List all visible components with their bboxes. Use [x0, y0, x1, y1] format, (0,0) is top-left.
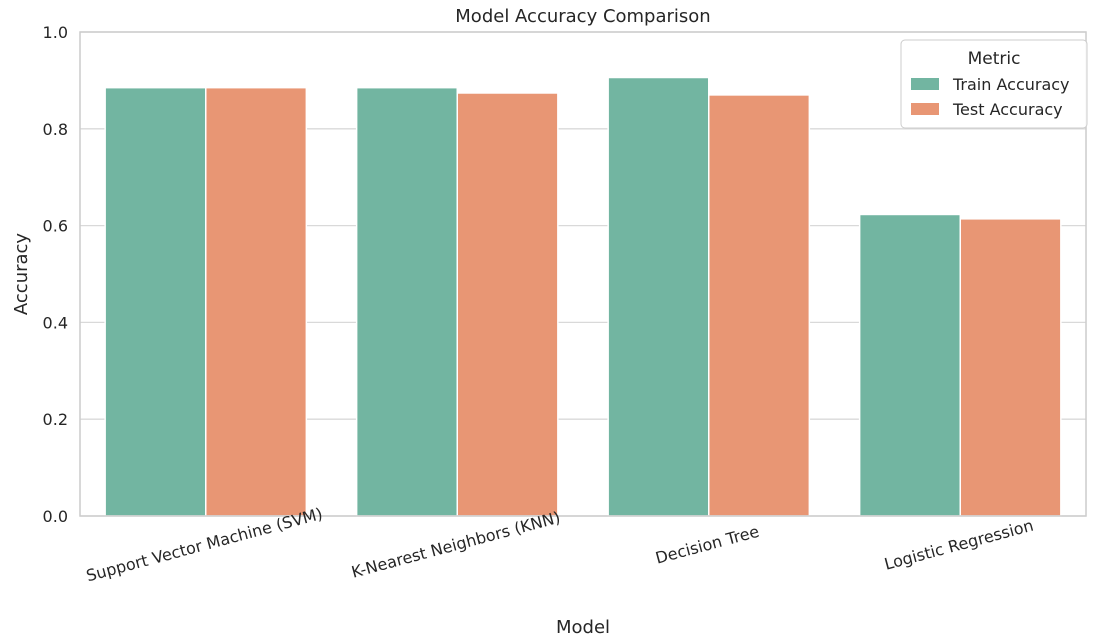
y-tick-label: 0.6 — [43, 217, 68, 236]
bar-train-accuracy — [355, 86, 458, 517]
bar-train-accuracy — [104, 86, 207, 517]
y-tick-label: 1.0 — [43, 23, 68, 42]
legend-swatch — [911, 103, 939, 115]
y-tick-label: 0.8 — [43, 120, 68, 139]
y-tick-label: 0.2 — [43, 410, 68, 429]
y-axis-title: Accuracy — [11, 233, 32, 316]
legend-title: Metric — [968, 49, 1021, 69]
bar-test-accuracy — [205, 86, 308, 517]
x-tick-label: Logistic Regression — [882, 516, 1035, 574]
bar-test-accuracy — [456, 92, 559, 517]
bar-train-accuracy — [607, 76, 710, 517]
y-tick-label: 0.4 — [43, 313, 68, 332]
x-tick-label: K-Nearest Neighbors (KNN) — [349, 508, 562, 582]
legend-box — [900, 39, 1088, 129]
legend: Metric Train Accuracy Test Accuracy — [900, 39, 1088, 129]
chart-title: Model Accuracy Comparison — [455, 6, 710, 27]
legend-items: Train Accuracy Test Accuracy — [911, 75, 1070, 119]
legend-label: Test Accuracy — [952, 100, 1063, 119]
x-tick-label: Decision Tree — [653, 522, 761, 568]
legend-swatch — [911, 78, 939, 90]
y-tick-label: 0.0 — [43, 507, 68, 526]
x-axis-title: Model — [556, 617, 610, 638]
bar-test-accuracy — [708, 94, 811, 517]
bar-test-accuracy — [959, 218, 1062, 517]
bars-layer — [104, 76, 1062, 517]
legend-label: Train Accuracy — [952, 75, 1070, 94]
plot-frame — [79, 31, 1087, 517]
bar-train-accuracy — [858, 213, 962, 517]
y-tick-labels: 0.0 0.2 0.4 0.6 0.8 1.0 — [43, 23, 68, 526]
